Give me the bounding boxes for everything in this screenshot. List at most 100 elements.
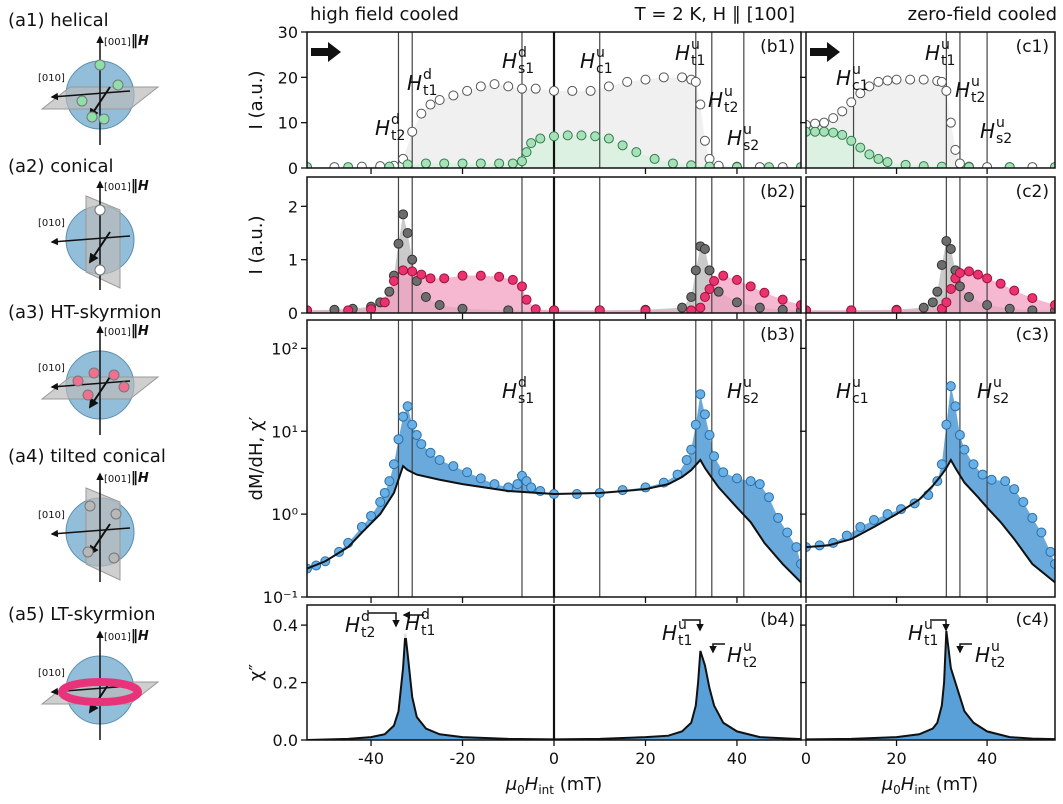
data-point [384,161,395,168]
y-tick-label: 10⁻¹ [263,588,298,607]
axis-label-side: [010] [38,73,65,84]
data-point [631,147,642,158]
panel [806,32,1055,168]
x-label-unit: (mT) [930,774,978,795]
field-sup: d [421,607,430,623]
data-point [439,273,450,284]
data-point [667,158,678,168]
data-point [393,238,404,249]
field-sup: u [596,45,605,61]
data-point [718,467,729,478]
field-sub: t2 [724,100,738,116]
data-point [941,297,952,308]
data-point [709,451,720,462]
panel-tag: (b4) [760,610,795,630]
label-arrow [956,643,972,654]
data-point [796,300,801,310]
data-point [810,118,821,129]
data-point [864,81,875,92]
data-point [658,72,669,83]
axis-label-par: ‖ [131,323,138,339]
data-point [796,559,801,570]
field-sub: s1 [518,391,534,407]
data-point [526,482,537,493]
spin-ball [112,79,124,91]
data-point [434,300,445,310]
data-point [516,83,527,94]
data-point [773,512,784,523]
axis-arrow [88,231,111,264]
data-point [307,162,312,168]
data-point [603,133,614,144]
data-point [731,274,742,285]
data-point [763,492,774,503]
spin-ball [108,369,120,381]
data-point [941,419,952,430]
data-point [507,158,518,168]
data-point [521,294,532,305]
data-point [1027,293,1038,304]
data-point [1009,484,1020,495]
data-point [918,74,929,85]
data-point [995,278,1006,289]
data-point [329,162,340,168]
field-sup: u [852,375,861,391]
data-point [530,304,541,313]
data-point [585,85,596,96]
data-point [388,276,399,286]
axis-arrow [88,523,111,556]
data-point [356,161,367,168]
field-sup: u [691,37,700,53]
y-tick-label: 10¹ [271,422,298,441]
data-point [1004,162,1015,168]
data-point [806,305,811,313]
data-point [932,286,943,297]
data-point [420,158,431,168]
data-point [494,158,505,168]
x-tick-label: -20 [449,749,475,768]
data-point [759,287,770,298]
axis-label-side: [010] [38,668,65,679]
data-point [398,411,409,422]
data-point [526,138,537,149]
header-right: zero-field cooled [908,4,1057,25]
field-sup: u [996,115,1005,131]
data-point [617,140,628,151]
data-point [959,444,970,455]
data-point [709,276,720,286]
panel [806,177,1055,313]
ring [58,678,142,706]
data-point [963,292,974,302]
data-point [457,158,468,168]
data-point [343,305,354,313]
data-point [398,265,409,276]
data-point [489,79,500,90]
data-point [1004,303,1015,313]
data-point [379,487,390,498]
data-point [375,497,386,508]
panel-tag: (c3) [1016,325,1049,345]
field-sub: t2 [391,128,405,144]
axis-label-field: H [138,629,149,644]
field-sub: t1 [924,633,938,649]
y-tick-label: 0.4 [273,616,298,635]
data-point [375,161,386,168]
y-tick-label: 10² [271,339,298,358]
data-point [954,430,965,441]
data-point [695,302,706,313]
area-shade [307,633,801,740]
x-label-var-sub: int [538,783,554,797]
data-point [512,479,523,490]
field-sub: t2 [743,655,757,671]
field-sub: t2 [361,625,375,641]
data-point [462,467,473,478]
data-point [640,74,651,85]
field-symbol: H [727,643,742,667]
data-point [462,85,473,96]
data-point [954,281,965,292]
y-axis-label: I (a.u.) [246,71,267,130]
data-point [936,161,947,168]
field-sup: u [852,62,861,78]
